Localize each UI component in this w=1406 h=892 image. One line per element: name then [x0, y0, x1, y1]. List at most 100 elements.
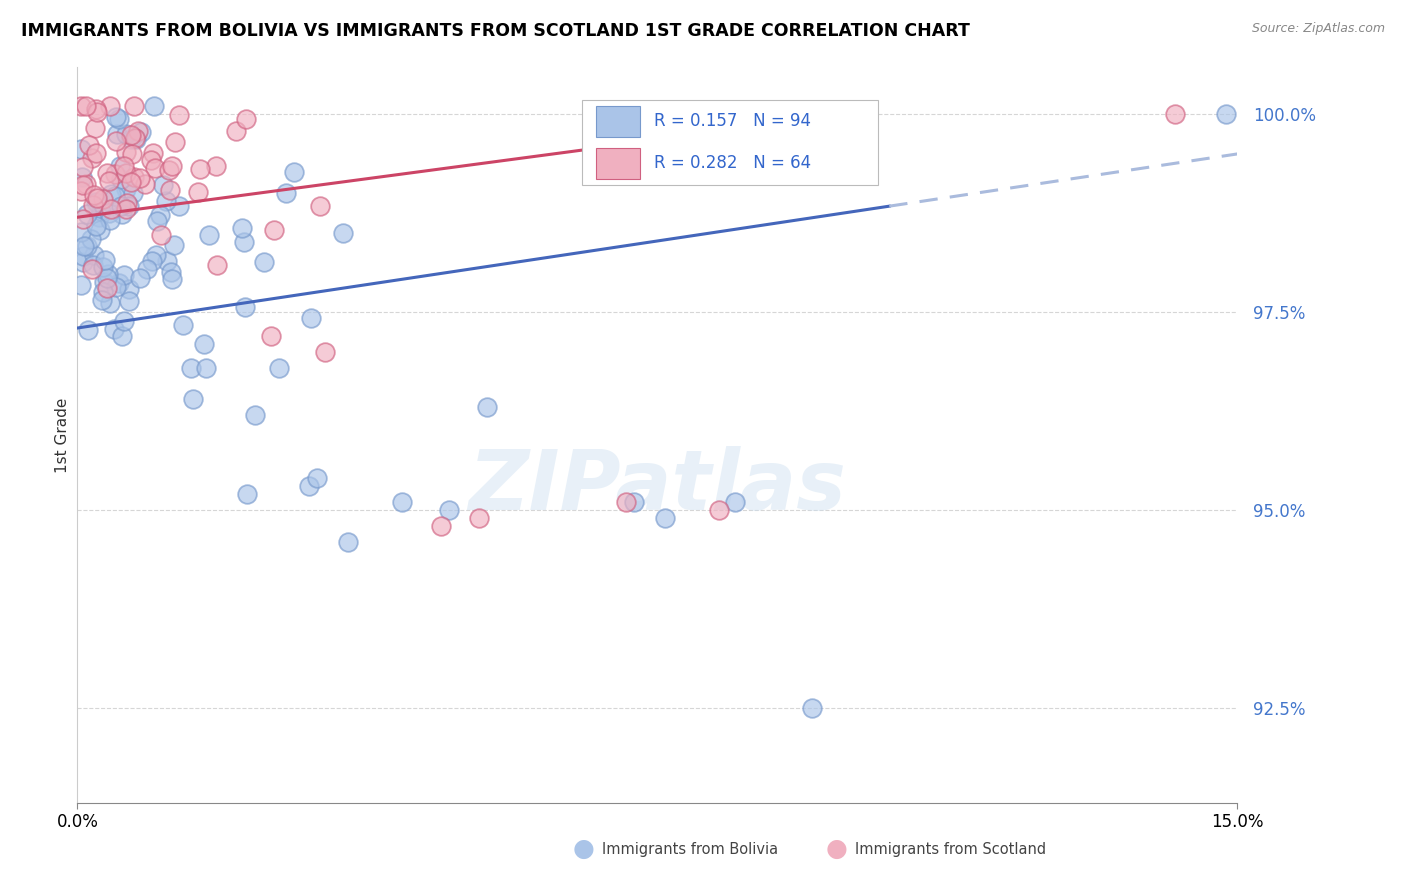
Text: ZIPatlas: ZIPatlas	[468, 446, 846, 527]
Point	[118, 294, 141, 309]
Point	[159, 183, 181, 197]
Point	[82, 261, 104, 276]
Point	[149, 227, 172, 242]
Point	[96, 166, 118, 180]
Point	[86, 191, 108, 205]
Point	[167, 108, 190, 122]
Point	[108, 276, 131, 290]
Point	[93, 192, 115, 206]
Point	[72, 249, 94, 263]
Point	[98, 174, 121, 188]
Point	[93, 253, 115, 268]
Point	[124, 131, 146, 145]
Point	[82, 258, 104, 272]
Point	[128, 271, 150, 285]
Point	[100, 202, 122, 216]
Point	[108, 159, 131, 173]
Point	[235, 112, 257, 127]
Point	[245, 408, 267, 422]
Point	[115, 202, 138, 216]
Point	[115, 166, 138, 180]
Point	[72, 212, 94, 227]
Point	[128, 171, 150, 186]
Point	[332, 226, 354, 240]
Point	[141, 153, 163, 168]
Point	[143, 99, 166, 113]
Point	[391, 495, 413, 509]
Point	[103, 322, 125, 336]
Point	[468, 511, 491, 525]
Point	[299, 310, 322, 325]
Point	[430, 519, 453, 533]
Point	[723, 495, 745, 509]
Point	[87, 211, 110, 225]
Point	[205, 258, 228, 272]
Point	[111, 207, 134, 221]
Point	[72, 178, 94, 193]
Point	[80, 151, 103, 165]
Point	[314, 344, 336, 359]
Point	[149, 208, 172, 222]
Point	[110, 172, 132, 186]
Point	[172, 318, 194, 332]
Point	[194, 360, 217, 375]
Point	[121, 147, 143, 161]
FancyBboxPatch shape	[582, 100, 877, 185]
Point	[187, 185, 209, 199]
Point	[616, 495, 638, 509]
Point	[129, 125, 152, 139]
Point	[112, 159, 135, 173]
Point	[236, 487, 259, 501]
Point	[269, 360, 291, 375]
Point	[163, 135, 186, 149]
Text: ●: ●	[572, 838, 595, 861]
Point	[91, 293, 114, 307]
Point	[100, 187, 122, 202]
Point	[86, 104, 108, 119]
Point	[118, 199, 141, 213]
Point	[111, 329, 134, 343]
Point	[205, 159, 228, 173]
Point	[193, 336, 215, 351]
Point	[76, 322, 98, 336]
Point	[475, 400, 498, 414]
Point	[107, 128, 129, 142]
Point	[91, 260, 114, 274]
Text: ●: ●	[825, 838, 848, 861]
Point	[83, 121, 105, 136]
Point	[76, 207, 98, 221]
Point	[709, 503, 731, 517]
Point	[167, 199, 190, 213]
Point	[89, 223, 111, 237]
Point	[104, 188, 127, 202]
Point	[70, 277, 93, 292]
Point	[225, 124, 247, 138]
Point	[163, 238, 186, 252]
Point	[91, 285, 114, 299]
Point	[114, 127, 136, 141]
Point	[160, 264, 183, 278]
Point	[298, 479, 321, 493]
Point	[437, 503, 460, 517]
Point	[84, 103, 107, 117]
Point	[104, 280, 127, 294]
Point	[98, 295, 121, 310]
Point	[307, 471, 329, 485]
Point	[259, 329, 281, 343]
Point	[83, 188, 105, 202]
Point	[1164, 107, 1187, 121]
Point	[233, 300, 256, 314]
Point	[146, 214, 169, 228]
Point	[70, 170, 93, 185]
Point	[120, 131, 142, 145]
Point	[97, 267, 120, 281]
Text: R = 0.157   N = 94: R = 0.157 N = 94	[654, 112, 811, 130]
Point	[98, 206, 121, 220]
Point	[84, 145, 107, 160]
Point	[120, 176, 142, 190]
Point	[84, 219, 107, 233]
Point	[70, 142, 93, 156]
Point	[183, 392, 205, 407]
Text: Immigrants from Scotland: Immigrants from Scotland	[855, 842, 1046, 856]
Text: Source: ZipAtlas.com: Source: ZipAtlas.com	[1251, 22, 1385, 36]
